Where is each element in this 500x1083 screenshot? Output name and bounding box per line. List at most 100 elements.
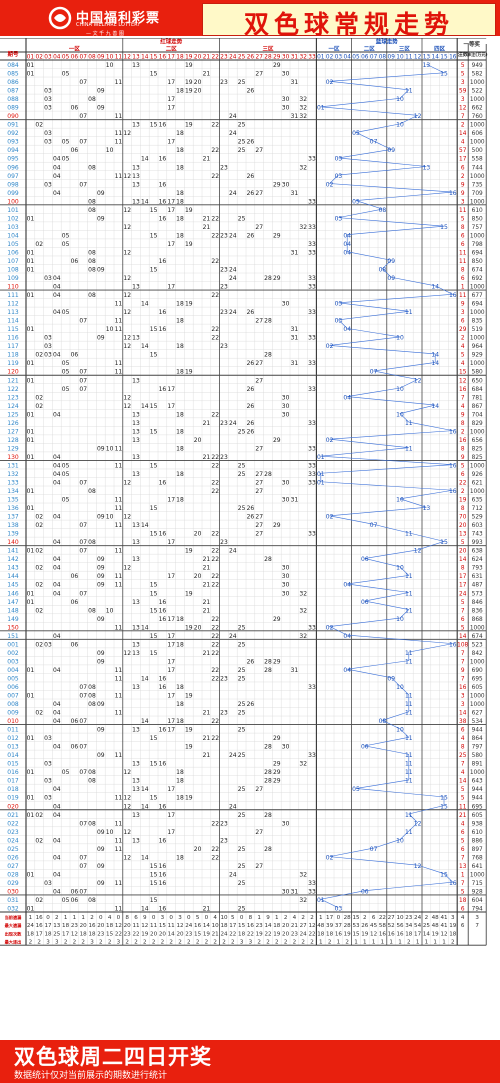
- red-ball-number: 25: [238, 147, 246, 154]
- prize-amount-value: 487: [472, 583, 483, 589]
- blue-ball-number: 11: [405, 769, 413, 776]
- stats-row-label: 出现次数: [5, 930, 23, 937]
- period-label: 107: [7, 258, 19, 265]
- red-ball-number: 12: [123, 829, 131, 836]
- period-label: 150: [7, 624, 19, 631]
- stats-blue-value: 19: [344, 931, 352, 937]
- stats-blue-value: 45: [370, 923, 378, 929]
- red-ball-number: 11: [115, 820, 123, 827]
- blue-ball-number: 15: [440, 795, 448, 802]
- red-ball-number: 15: [150, 590, 158, 597]
- red-ball-number: 07: [79, 139, 87, 146]
- red-ball-number: 07: [79, 79, 87, 86]
- stats-blue-value: 0: [337, 915, 341, 921]
- red-ball-number: 27: [255, 786, 263, 793]
- red-ball-number: 05: [62, 369, 70, 376]
- red-number-header: 01: [27, 54, 35, 60]
- blue-ball-cells: 1315021110011210050709031303021605080315…: [317, 62, 457, 912]
- stats-blue-value: 52: [388, 923, 395, 929]
- red-ball-number: 29: [273, 232, 281, 239]
- period-label: 092: [7, 130, 19, 137]
- red-ball-number: 13: [132, 411, 140, 418]
- red-ball-number: 33: [308, 531, 316, 538]
- red-ball-number: 23: [220, 675, 228, 682]
- red-ball-number: 20: [194, 88, 202, 95]
- stats-red-value: 15: [194, 931, 202, 937]
- period-label: 011: [7, 727, 19, 734]
- red-ball-number: 09: [97, 190, 105, 197]
- red-ball-number: 04: [53, 173, 61, 180]
- red-number-header: 30: [282, 54, 290, 60]
- prize-amount-value: 757: [472, 225, 483, 231]
- red-ball-number: 12: [123, 249, 131, 256]
- stats-red-value: 1: [257, 915, 261, 921]
- red-ball-number: 05: [62, 897, 70, 904]
- stats-red-value: 2: [37, 940, 41, 946]
- red-ball-number: 07: [79, 854, 87, 861]
- red-ball-number: 15: [150, 531, 158, 538]
- red-ball-number: 11: [115, 445, 123, 452]
- period-label: 096: [7, 164, 19, 171]
- stats-red-value: 23: [291, 931, 299, 937]
- period-label: 012: [7, 735, 19, 742]
- red-ball-number: 04: [53, 812, 61, 819]
- period-label: 124: [7, 403, 19, 410]
- red-ball-number: 14: [141, 156, 149, 163]
- red-ball-number: 01: [27, 326, 35, 333]
- red-ball-number: 15: [150, 795, 158, 802]
- red-ball-number: 18: [176, 215, 184, 222]
- red-ball-number: 01: [27, 215, 35, 222]
- red-ball-number: 08: [88, 897, 96, 904]
- red-ball-number: 22: [211, 641, 219, 648]
- stats-blue-value: 1: [319, 915, 323, 921]
- blue-ball-number: 10: [396, 684, 404, 691]
- red-ball-number: 28: [264, 812, 272, 819]
- prize-amount-value: 606: [472, 131, 483, 137]
- stats-red-value: 13: [53, 923, 61, 929]
- prize-amount-value: 1000: [470, 872, 485, 878]
- prize-amount-value: 709: [472, 191, 483, 197]
- prize-amount-value: 603: [472, 523, 483, 529]
- red-ball-number: 13: [132, 539, 140, 546]
- stats-blue-value: 34: [405, 923, 413, 929]
- red-ball-number: 11: [115, 752, 123, 759]
- blue-ball-number: 02: [326, 343, 334, 350]
- red-ball-number: 15: [150, 607, 158, 614]
- red-ball-number: 12: [123, 292, 131, 299]
- red-ball-number: 22: [211, 462, 219, 469]
- prize-amount-value: 897: [472, 847, 483, 853]
- blue-number-header: 13: [423, 54, 431, 60]
- blue-ball-number: 09: [387, 675, 395, 682]
- red-ball-number: 23: [220, 343, 228, 350]
- period-label: 149: [7, 616, 19, 623]
- stats-red-value: 20: [97, 923, 105, 929]
- red-ball-number: 25: [238, 624, 246, 631]
- stats-blue-value: 12: [370, 931, 377, 937]
- red-ball-number: 15: [150, 582, 158, 589]
- period-label: 103: [7, 224, 19, 231]
- prize-amount-value: 735: [472, 182, 483, 188]
- red-ball-number: 19: [185, 241, 193, 248]
- red-ball-number: 19: [185, 693, 193, 700]
- stats-blue-value: 18: [317, 931, 325, 937]
- blue-ball-number: 01: [317, 897, 325, 904]
- red-ball-number: 12: [123, 173, 131, 180]
- red-ball-number: 12: [123, 803, 131, 810]
- red-ball-number: 17: [167, 497, 175, 504]
- period-label: 029: [7, 880, 19, 887]
- red-ball-number: 01: [27, 906, 35, 913]
- red-ball-number: 23: [220, 284, 228, 291]
- red-ball-number: 11: [115, 573, 123, 580]
- red-ball-number: 18: [176, 497, 184, 504]
- blue-ball-number: 06: [361, 556, 369, 563]
- red-ball-number: 30: [282, 71, 290, 78]
- blue-ball-number: 04: [343, 394, 351, 401]
- stats-blue-value: 17: [326, 915, 334, 921]
- blue-ball-number: 07: [370, 139, 378, 146]
- stats-red-value: 0: [205, 915, 209, 921]
- stats-red-value: 2: [108, 940, 112, 946]
- red-ball-number: 19: [185, 301, 193, 308]
- red-ball-number: 33: [308, 471, 316, 478]
- stats-red-value: 22: [264, 931, 271, 937]
- footer-note: 数据统计仅对当前展示的期数进行统计: [14, 1071, 168, 1081]
